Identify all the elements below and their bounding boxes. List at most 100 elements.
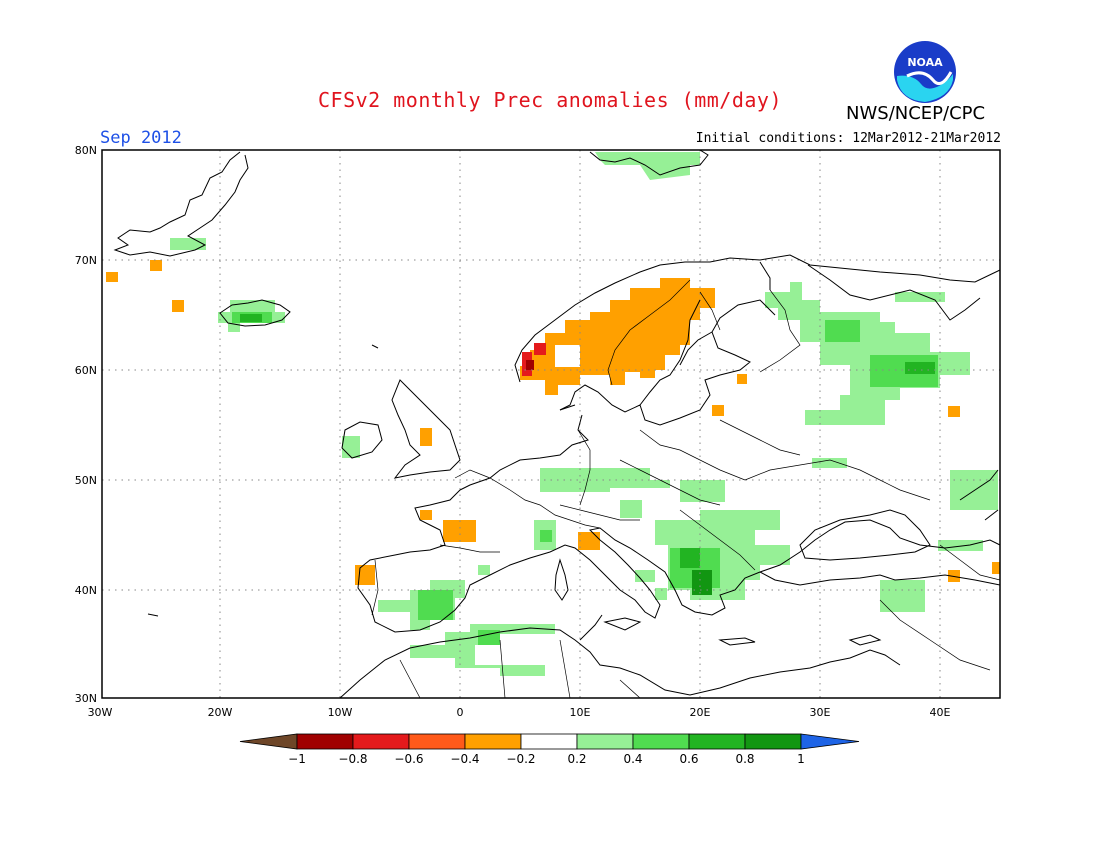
negative-anomaly-cell — [992, 562, 1000, 574]
positive-anomaly-cell — [620, 500, 642, 518]
lon-label: 20W — [208, 706, 233, 719]
positive-anomaly-cell — [950, 470, 998, 510]
negative-anomaly-cell — [737, 374, 747, 384]
sicily-coast — [603, 617, 642, 631]
colorbar-tick-label: 0.2 — [567, 752, 586, 766]
border-france-spain — [439, 544, 500, 553]
negative-anomaly-cell — [948, 406, 960, 417]
crete-coast — [718, 637, 756, 646]
map-frame — [101, 149, 1001, 699]
colorbar-cell — [464, 733, 522, 750]
svalbard-positive-anomaly — [595, 152, 700, 180]
colorbar-right-arrow — [800, 733, 860, 750]
border-central-europe — [619, 459, 721, 506]
positive-anomaly-cell — [812, 458, 847, 468]
colorbar-cell — [744, 733, 802, 750]
colorbar-tick-label: 0.6 — [679, 752, 698, 766]
faroe-mark — [371, 344, 379, 349]
caspian-coast — [959, 469, 999, 521]
positive-anomaly-cell — [880, 580, 925, 612]
lon-label: 20E — [690, 706, 711, 719]
colorbar-tick-label: −0.4 — [450, 752, 479, 766]
organization-label: NWS/NCEP/CPC — [846, 103, 986, 124]
lat-label: 70N — [75, 254, 97, 267]
central-europe-positive-anomaly — [540, 468, 670, 492]
strong-negative-anomaly-cell — [526, 360, 534, 370]
border-norway-sweden — [607, 279, 691, 386]
colorbar-cell — [576, 733, 634, 750]
anomaly-patches — [106, 152, 1000, 676]
border-germany-poland — [577, 429, 591, 506]
border-western-europe — [454, 469, 601, 529]
svalbard-coast — [589, 149, 709, 176]
greenland-coast — [113, 151, 249, 257]
lat-labels: 80N 70N 60N 50N 40N 30N — [75, 144, 97, 705]
positive-anomaly-cell — [635, 570, 655, 582]
corsica-sardinia-coast — [554, 558, 569, 601]
initial-conditions-label: Initial conditions: 12Mar2012-21Mar2012 — [695, 131, 1001, 146]
border-north-africa — [399, 639, 641, 699]
border-balkans — [679, 509, 756, 571]
border-sweden-finland — [699, 291, 721, 331]
colorbar-cell — [520, 733, 578, 750]
strong-negative-anomaly-cell — [534, 343, 546, 355]
country-borders — [371, 279, 1001, 699]
colorbar-tick-label: −0.8 — [338, 752, 367, 766]
valid-month-label: Sep 2012 — [100, 128, 182, 148]
colorbar-cell — [352, 733, 410, 750]
border-caucasus — [939, 544, 1001, 581]
lon-label: 30W — [88, 706, 113, 719]
colorbar-tick-label: −0.2 — [506, 752, 535, 766]
positive-anomaly-cell — [680, 548, 700, 568]
baltic-coast — [559, 331, 713, 411]
colorbar-tick-label: −0.6 — [394, 752, 423, 766]
europe-coast — [357, 254, 1001, 633]
border-finland-russia — [759, 289, 801, 373]
colorbar-cells — [239, 733, 860, 750]
colorbar-ticks: −1 −0.8 −0.6 −0.4 −0.2 0.2 0.4 0.6 0.8 1 — [288, 752, 805, 766]
border-baltic-states — [719, 419, 801, 456]
negative-anomaly-cell — [420, 428, 432, 446]
colorbar-tick-label: 1 — [797, 752, 805, 766]
colorbar-tick-label: 0.8 — [735, 752, 754, 766]
lat-label: 80N — [75, 144, 97, 157]
positive-anomaly-cell — [895, 292, 945, 302]
colorbar-left-arrow — [239, 733, 298, 750]
lon-label: 30E — [810, 706, 831, 719]
colorbar-cell — [688, 733, 746, 750]
positive-anomaly-cell — [905, 362, 935, 374]
azores-mark — [147, 613, 159, 617]
logo-text: NOAA — [907, 56, 943, 69]
lat-label: 60N — [75, 364, 97, 377]
negative-anomaly-cell — [712, 405, 724, 416]
border-poland-east — [639, 429, 746, 481]
positive-anomaly-cell — [418, 590, 453, 620]
border-iberia — [371, 559, 379, 616]
colorbar-tick-label: −1 — [288, 752, 306, 766]
negative-anomaly-cell — [150, 260, 162, 271]
positive-anomaly-cell — [540, 530, 552, 542]
great-britain-coast — [391, 379, 461, 479]
colorbar-cell — [296, 733, 354, 750]
positive-anomaly-cell — [938, 540, 983, 551]
noaa-logo-icon: NOAA — [894, 41, 956, 103]
coastlines — [113, 149, 1001, 699]
positive-anomaly-cell — [655, 588, 667, 600]
positive-anomaly-cell — [478, 630, 500, 645]
lon-label: 10E — [570, 706, 591, 719]
map-grid — [102, 150, 1000, 698]
negative-anomaly-cell — [172, 300, 184, 312]
iceland-coast — [219, 299, 291, 327]
lon-labels: 30W 20W 10W 0 10E 20E 30E 40E — [88, 706, 951, 719]
colorbar-cell — [632, 733, 690, 750]
positive-anomaly-cell — [478, 565, 490, 575]
cyprus-coast — [848, 634, 882, 646]
white-sea-coast — [807, 264, 981, 321]
black-sea-coast — [799, 509, 931, 561]
map-title: CFSv2 monthly Prec anomalies (mm/day) — [317, 88, 783, 112]
lon-label: 40E — [930, 706, 951, 719]
border-alps — [559, 504, 640, 521]
russia-positive-anomaly — [765, 282, 970, 425]
negative-anomaly-cell — [443, 520, 476, 542]
